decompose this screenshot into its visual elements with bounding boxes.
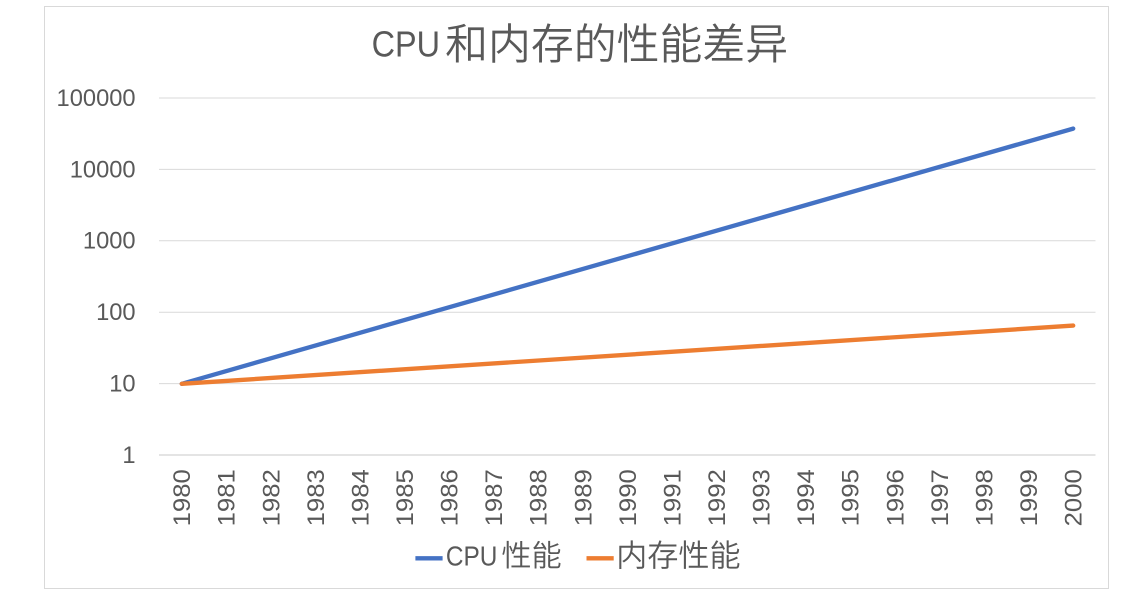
svg-text:CPU: CPU	[372, 24, 440, 65]
svg-text:1000: 1000	[83, 229, 136, 255]
svg-text:1999: 1999	[1017, 469, 1043, 526]
svg-text:1983: 1983	[304, 469, 330, 526]
svg-text:1994: 1994	[794, 469, 820, 526]
svg-text:1993: 1993	[750, 469, 776, 526]
svg-text:1988: 1988	[527, 469, 553, 526]
svg-text:100: 100	[96, 300, 136, 326]
svg-text:10000: 10000	[70, 157, 136, 183]
svg-text:1989: 1989	[571, 469, 597, 526]
svg-text:CPU: CPU	[446, 540, 498, 571]
svg-text:1996: 1996	[883, 469, 909, 526]
svg-text:1997: 1997	[928, 469, 954, 526]
svg-text:100000: 100000	[57, 86, 136, 112]
svg-text:1991: 1991	[660, 469, 686, 526]
svg-text:1986: 1986	[438, 469, 464, 526]
svg-text:1987: 1987	[482, 469, 508, 526]
svg-text:1981: 1981	[215, 469, 241, 526]
svg-text:1: 1	[122, 443, 135, 469]
svg-text:1980: 1980	[170, 469, 196, 526]
svg-text:10: 10	[109, 372, 135, 398]
svg-text:1995: 1995	[839, 469, 865, 526]
svg-text:2000: 2000	[1062, 469, 1088, 526]
svg-text:1992: 1992	[705, 469, 731, 526]
svg-text:1984: 1984	[348, 469, 374, 526]
svg-text:1982: 1982	[259, 469, 285, 526]
svg-text:1998: 1998	[972, 469, 998, 526]
svg-text:1985: 1985	[393, 469, 419, 526]
svg-text:1990: 1990	[616, 469, 642, 526]
